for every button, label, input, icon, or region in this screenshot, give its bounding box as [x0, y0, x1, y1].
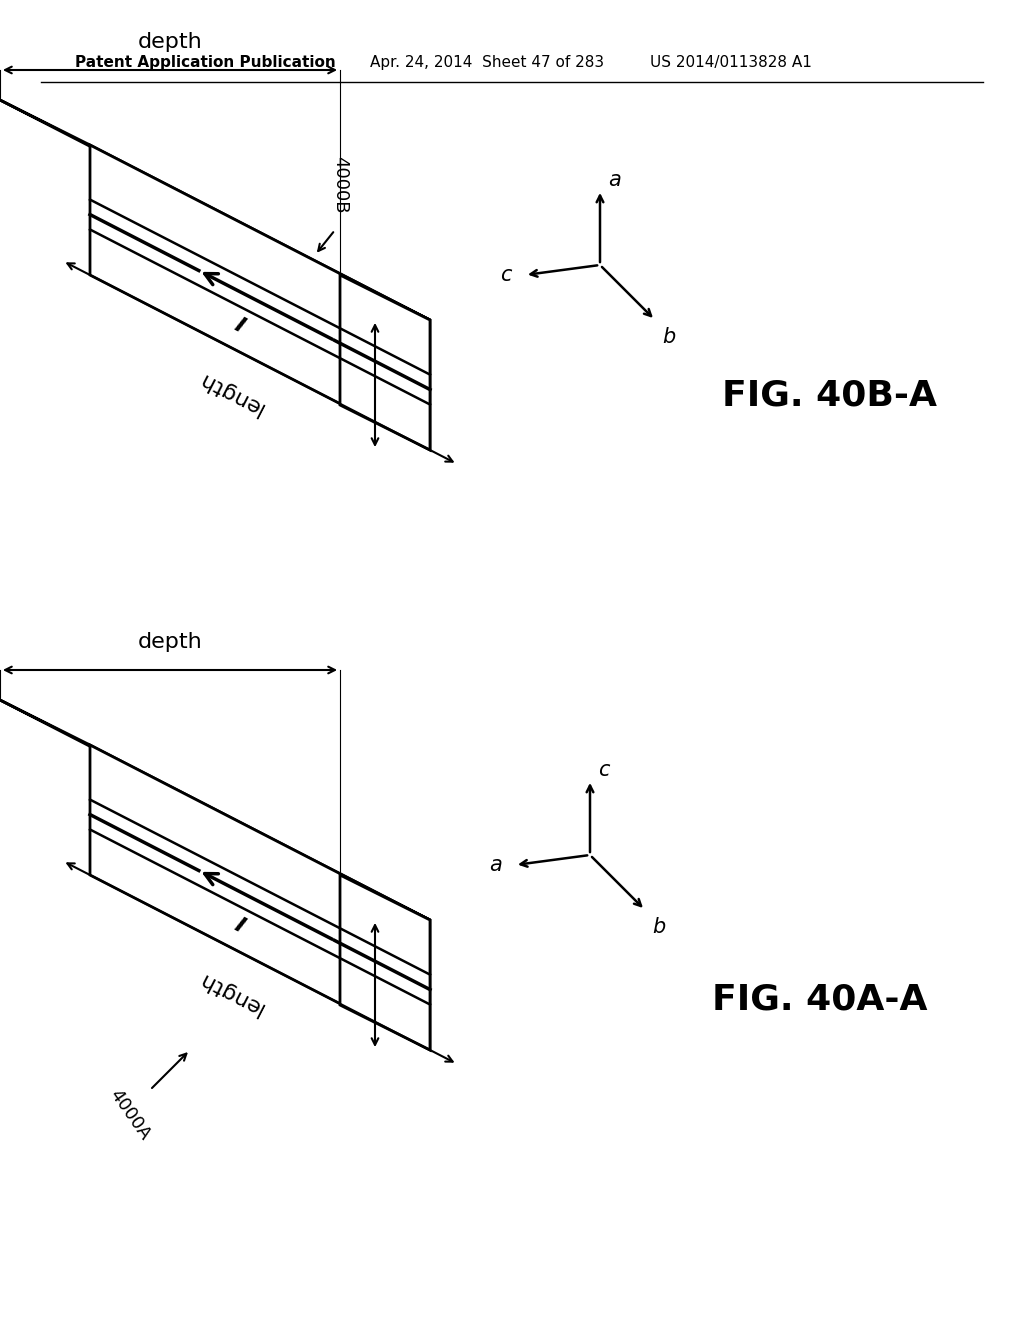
Text: b: b — [652, 917, 666, 937]
Polygon shape — [340, 875, 430, 1049]
Polygon shape — [90, 145, 430, 450]
Text: 4000B: 4000B — [331, 156, 349, 214]
Text: a: a — [489, 855, 502, 875]
Text: Patent Application Publication: Patent Application Publication — [75, 54, 336, 70]
Polygon shape — [0, 100, 430, 319]
Text: Apr. 24, 2014  Sheet 47 of 283: Apr. 24, 2014 Sheet 47 of 283 — [370, 54, 604, 70]
Text: c: c — [501, 265, 512, 285]
Text: I: I — [233, 909, 250, 932]
Text: width: width — [390, 354, 410, 416]
Text: a: a — [608, 170, 621, 190]
Text: FIG. 40B-A: FIG. 40B-A — [723, 378, 938, 412]
Text: width: width — [390, 954, 410, 1016]
Polygon shape — [340, 275, 430, 450]
Text: I: I — [233, 310, 250, 331]
Text: US 2014/0113828 A1: US 2014/0113828 A1 — [650, 54, 812, 70]
Polygon shape — [90, 744, 430, 1049]
Text: length: length — [194, 968, 266, 1018]
Text: FIG. 40A-A: FIG. 40A-A — [713, 983, 928, 1016]
Text: depth: depth — [137, 32, 203, 51]
Text: depth: depth — [137, 632, 203, 652]
Text: length: length — [194, 367, 266, 417]
Text: c: c — [598, 760, 609, 780]
Text: 4000A: 4000A — [106, 1086, 154, 1143]
Polygon shape — [0, 700, 430, 920]
Text: b: b — [662, 327, 675, 347]
